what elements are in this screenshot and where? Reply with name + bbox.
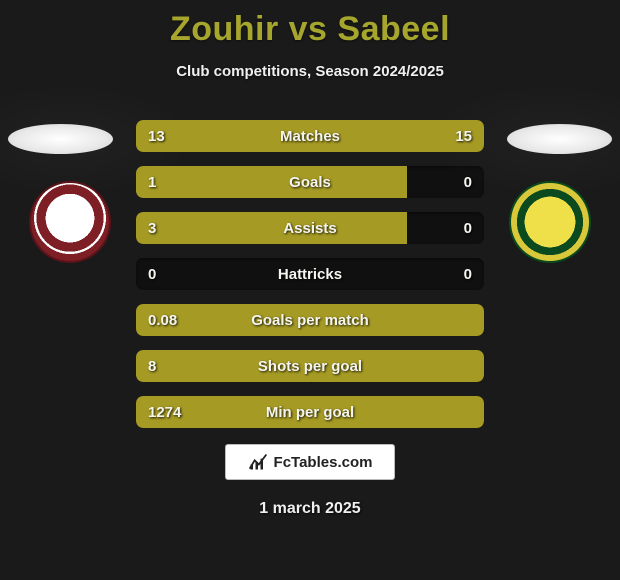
chart-icon: [248, 452, 268, 472]
stats-bars: Matches1315Goals10Assists30Hattricks00Go…: [136, 120, 484, 442]
stat-row: Assists30: [136, 212, 484, 244]
bar-fill-right: [296, 120, 484, 152]
date-label: 1 march 2025: [0, 500, 620, 518]
brand-label: FcTables.com: [274, 454, 373, 471]
stat-row: Hattricks0 0: [136, 258, 484, 290]
club-crest-left: [20, 180, 120, 264]
player-ellipse-left: [8, 124, 113, 154]
bar-fill: [136, 396, 484, 428]
stat-label: Hattricks: [136, 258, 484, 290]
stat-value-right: 0: [464, 258, 472, 290]
player-ellipse-right: [507, 124, 612, 154]
stat-row: Goals per match0.08: [136, 304, 484, 336]
bar-fill-left: [136, 212, 407, 244]
bar-fill-left: [136, 166, 407, 198]
stat-row: Goals10: [136, 166, 484, 198]
stat-value-right: 0: [464, 166, 472, 198]
bar-fill: [136, 350, 484, 382]
stat-row: Min per goal1274: [136, 396, 484, 428]
stat-value-left: 0: [148, 258, 156, 290]
page-title: Zouhir vs Sabeel: [0, 0, 620, 49]
bar-fill-left: [136, 120, 296, 152]
club-crest-right: [500, 180, 600, 264]
stat-value-right: 0: [464, 212, 472, 244]
stat-row: Matches1315: [136, 120, 484, 152]
bar-fill: [136, 304, 484, 336]
brand-badge[interactable]: FcTables.com: [225, 444, 395, 480]
subtitle: Club competitions, Season 2024/2025: [0, 63, 620, 80]
stat-row: Shots per goal8: [136, 350, 484, 382]
